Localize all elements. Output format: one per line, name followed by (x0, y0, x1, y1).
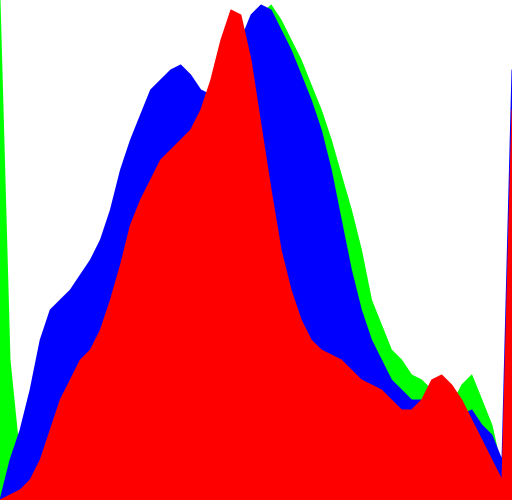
histogram-series-2 (0, 9, 512, 500)
